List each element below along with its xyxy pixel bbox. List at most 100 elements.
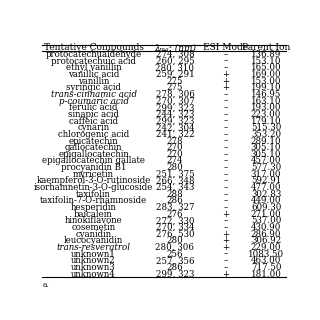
Text: Parent Ion: Parent Ion	[242, 44, 290, 52]
Text: p-coumaric acid: p-coumaric acid	[59, 97, 129, 106]
Text: 286: 286	[167, 263, 183, 272]
Text: 717.50: 717.50	[251, 263, 281, 272]
Text: 286: 286	[167, 196, 183, 205]
Text: 275: 275	[167, 77, 183, 86]
Text: –: –	[224, 50, 228, 59]
Text: +: +	[222, 70, 229, 79]
Text: 153.00: 153.00	[251, 77, 281, 86]
Text: 280, 310: 280, 310	[156, 63, 195, 72]
Text: 305.10: 305.10	[251, 143, 281, 152]
Text: 271.00: 271.00	[251, 210, 281, 219]
Text: 280, 306: 280, 306	[156, 243, 194, 252]
Text: 270: 270	[167, 150, 183, 159]
Text: 457.00: 457.00	[251, 156, 281, 165]
Text: 272, 330: 272, 330	[156, 216, 194, 225]
Text: –: –	[224, 176, 228, 186]
Text: +: +	[222, 236, 229, 245]
Text: 430.90: 430.90	[251, 223, 281, 232]
Text: unknown2: unknown2	[71, 256, 116, 265]
Text: unknown1: unknown1	[71, 250, 116, 259]
Text: 305.10: 305.10	[251, 150, 281, 159]
Text: –: –	[224, 57, 228, 66]
Text: –: –	[224, 130, 228, 139]
Text: +: +	[222, 269, 229, 279]
Text: epigallocatechin gallate: epigallocatechin gallate	[42, 156, 145, 165]
Text: caffeic acid: caffeic acid	[69, 116, 118, 125]
Text: taxifolin: taxifolin	[76, 190, 111, 199]
Text: –: –	[224, 216, 228, 225]
Text: 169.00: 169.00	[251, 70, 281, 79]
Text: 276, 530: 276, 530	[156, 230, 194, 239]
Text: 193.00: 193.00	[251, 103, 281, 112]
Text: 257, 356: 257, 356	[156, 256, 194, 265]
Text: 136.89: 136.89	[251, 50, 281, 59]
Text: –: –	[224, 103, 228, 112]
Text: 283, 327: 283, 327	[156, 203, 194, 212]
Text: 299, 323: 299, 323	[156, 103, 194, 112]
Text: leucocyanidin: leucocyanidin	[64, 236, 123, 245]
Text: –: –	[224, 263, 228, 272]
Text: 276: 276	[167, 210, 183, 219]
Text: 515.30: 515.30	[251, 123, 281, 132]
Text: 302.83: 302.83	[251, 190, 281, 199]
Text: +: +	[222, 230, 229, 239]
Text: 270, 307: 270, 307	[156, 97, 194, 106]
Text: 1083.50: 1083.50	[248, 250, 284, 259]
Text: –: –	[224, 150, 228, 159]
Text: 179.10: 179.10	[251, 116, 281, 125]
Text: 353.20: 353.20	[251, 130, 281, 139]
Text: unknown4: unknown4	[71, 269, 116, 279]
Text: –: –	[224, 116, 228, 125]
Text: 275: 275	[167, 83, 183, 92]
Text: 577.30: 577.30	[251, 163, 281, 172]
Text: +: +	[222, 210, 229, 219]
Text: protocatechuic acid: protocatechuic acid	[51, 57, 136, 66]
Text: hinokiflavone: hinokiflavone	[65, 216, 122, 225]
Text: vanillic acid: vanillic acid	[68, 70, 119, 79]
Text: –: –	[224, 137, 228, 146]
Text: 199.10: 199.10	[251, 83, 281, 92]
Text: 256: 256	[167, 250, 183, 259]
Text: 288: 288	[167, 190, 183, 199]
Text: taxifolin-7-O-rhamnoside: taxifolin-7-O-rhamnoside	[40, 196, 147, 205]
Text: ferulic acid: ferulic acid	[69, 103, 118, 112]
Text: 317.00: 317.00	[251, 170, 281, 179]
Text: 278: 278	[167, 137, 183, 146]
Text: 266, 348: 266, 348	[156, 176, 194, 186]
Text: –: –	[224, 250, 228, 259]
Text: 299, 323: 299, 323	[156, 116, 194, 125]
Text: hesperidin: hesperidin	[71, 203, 116, 212]
Text: vanillin: vanillin	[78, 77, 109, 86]
Text: 251, 375: 251, 375	[156, 170, 194, 179]
Text: –: –	[224, 143, 228, 152]
Text: +: +	[222, 83, 229, 92]
Text: –: –	[224, 156, 228, 165]
Text: ethyl vanillin: ethyl vanillin	[66, 63, 121, 72]
Text: λₘₐˣ (nm): λₘₐˣ (nm)	[154, 44, 196, 52]
Text: cyanidin: cyanidin	[76, 230, 112, 239]
Text: cosemetin: cosemetin	[71, 223, 116, 232]
Text: baicalein: baicalein	[74, 210, 113, 219]
Text: 609.30: 609.30	[251, 203, 281, 212]
Text: 260, 295: 260, 295	[156, 57, 194, 66]
Text: 592.91: 592.91	[251, 176, 281, 186]
Text: –: –	[224, 163, 228, 172]
Text: trans-resveratrol: trans-resveratrol	[57, 243, 131, 252]
Text: –: –	[224, 63, 228, 72]
Text: 229.00: 229.00	[251, 243, 281, 252]
Text: 242, 304: 242, 304	[156, 123, 194, 132]
Text: 153.10: 153.10	[251, 57, 281, 66]
Text: 477.00: 477.00	[251, 183, 281, 192]
Text: 244, 323: 244, 323	[156, 110, 194, 119]
Text: 286.90: 286.90	[251, 230, 281, 239]
Text: 289.10: 289.10	[251, 137, 281, 146]
Text: 537.00: 537.00	[251, 216, 281, 225]
Text: chlorogenic acid: chlorogenic acid	[58, 130, 129, 139]
Text: protocatechualdehyde: protocatechualdehyde	[45, 50, 142, 59]
Text: a.: a.	[43, 281, 49, 289]
Text: isorhamnetin-3-O-glucoside: isorhamnetin-3-O-glucoside	[34, 183, 153, 192]
Text: –: –	[224, 223, 228, 232]
Text: syringic acid: syringic acid	[66, 83, 121, 92]
Text: epicatechin: epicatechin	[69, 137, 118, 146]
Text: –: –	[224, 190, 228, 199]
